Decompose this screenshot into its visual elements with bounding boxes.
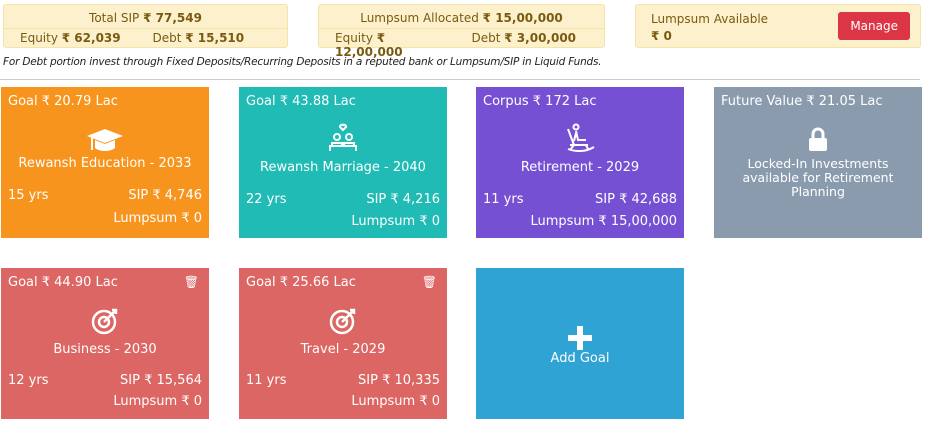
goal-name: Business - 2030 xyxy=(53,342,157,357)
label: Equity xyxy=(20,31,58,45)
debt-note: For Debt portion invest through Fixed De… xyxy=(3,56,602,68)
goal-years: 22 yrs xyxy=(246,192,287,207)
label: Debt xyxy=(471,31,501,45)
goal-name: Rewansh Marriage - 2040 xyxy=(260,160,426,175)
locked-in-description: Locked-In Investments available for Reti… xyxy=(742,156,894,199)
rocking-chair-icon xyxy=(476,123,684,157)
plus-icon xyxy=(476,326,684,354)
label: Lumpsum Available xyxy=(651,12,769,26)
goal-amount: Goal ₹ 44.90 Lac xyxy=(8,275,118,290)
goal-sip: SIP ₹ 4,746 xyxy=(128,188,202,203)
goal-years: 12 yrs xyxy=(8,373,49,388)
label: Debt xyxy=(152,31,182,45)
goal-name: Rewansh Education - 2033 xyxy=(18,156,192,171)
goal-amount: Goal ₹ 25.66 Lac xyxy=(246,275,356,290)
goal-amount: Corpus ₹ 172 Lac xyxy=(483,94,597,109)
goal-card-business[interactable]: Goal ₹ 44.90 Lac 🗑 Business - 2030 12 yr… xyxy=(1,268,209,419)
future-value: Future Value ₹ 21.05 Lac xyxy=(721,94,883,109)
divider xyxy=(0,79,920,80)
locked-in-investments-card[interactable]: Future Value ₹ 21.05 Lac Locked-In Inves… xyxy=(714,87,922,238)
manage-button[interactable]: Manage xyxy=(838,12,910,40)
goal-years: 15 yrs xyxy=(8,188,49,203)
graduation-cap-icon xyxy=(1,127,209,157)
target-icon xyxy=(1,306,209,340)
goal-amount: Goal ₹ 43.88 Lac xyxy=(246,94,356,109)
goal-years: 11 yrs xyxy=(246,373,287,388)
sip-equity: ₹ 62,039 xyxy=(61,31,121,45)
lumpsum-available-panel: Lumpsum Available ₹ 0 Manage xyxy=(635,4,921,48)
lumpsum-allocated-panel: Lumpsum Allocated ₹ 15,00,000 Equity ₹ 1… xyxy=(318,4,605,59)
goal-sip: SIP ₹ 42,688 xyxy=(595,192,677,207)
goal-card-retirement[interactable]: Corpus ₹ 172 Lac Retirement - 2029 11 yr… xyxy=(476,87,684,238)
label: Lumpsum Allocated xyxy=(360,11,479,25)
goal-name: Travel - 2029 xyxy=(300,342,386,357)
target-icon xyxy=(239,306,447,340)
goal-card-education[interactable]: Goal ₹ 20.79 Lac Rewansh Education - 203… xyxy=(1,87,209,238)
couple-icon xyxy=(239,123,447,157)
goal-card-travel[interactable]: Goal ₹ 25.66 Lac 🗑 Travel - 2029 11 yrs … xyxy=(239,268,447,419)
lumpsum-total: ₹ 15,00,000 xyxy=(482,11,563,25)
label: Equity xyxy=(335,31,373,45)
goal-card-marriage[interactable]: Goal ₹ 43.88 Lac Rewansh Marriage - 2040… xyxy=(239,87,447,238)
lumpsum-debt: ₹ 3,00,000 xyxy=(504,31,577,45)
goal-sip: SIP ₹ 15,564 xyxy=(120,373,202,388)
goal-sip: SIP ₹ 10,335 xyxy=(358,373,440,388)
add-goal-button[interactable]: Add Goal xyxy=(476,268,684,419)
lumpsum-equity: ₹ 12,00,000 xyxy=(335,31,403,59)
goal-lumpsum: Lumpsum ₹ 0 xyxy=(113,394,202,409)
goal-lumpsum: Lumpsum ₹ 0 xyxy=(351,394,440,409)
add-goal-label: Add Goal xyxy=(550,351,610,366)
sip-debt: ₹ 15,510 xyxy=(185,31,245,45)
total-sip-value: ₹ 77,549 xyxy=(143,11,202,25)
goal-name: Retirement - 2029 xyxy=(520,160,640,175)
lock-icon xyxy=(714,127,922,155)
goal-amount: Goal ₹ 20.79 Lac xyxy=(8,94,118,109)
label: Total SIP xyxy=(89,11,140,25)
lumpsum-available-value: ₹ 0 xyxy=(651,29,672,43)
goal-sip: SIP ₹ 4,216 xyxy=(366,192,440,207)
goal-lumpsum: Lumpsum ₹ 0 xyxy=(113,211,202,226)
goal-lumpsum: Lumpsum ₹ 15,00,000 xyxy=(530,214,677,229)
trash-icon[interactable]: 🗑 xyxy=(183,275,199,289)
total-sip-panel: Total SIP ₹ 77,549 Equity ₹ 62,039 Debt ₹… xyxy=(3,4,288,48)
trash-icon[interactable]: 🗑 xyxy=(421,275,437,289)
goal-lumpsum: Lumpsum ₹ 0 xyxy=(351,214,440,229)
goal-years: 11 yrs xyxy=(483,192,524,207)
